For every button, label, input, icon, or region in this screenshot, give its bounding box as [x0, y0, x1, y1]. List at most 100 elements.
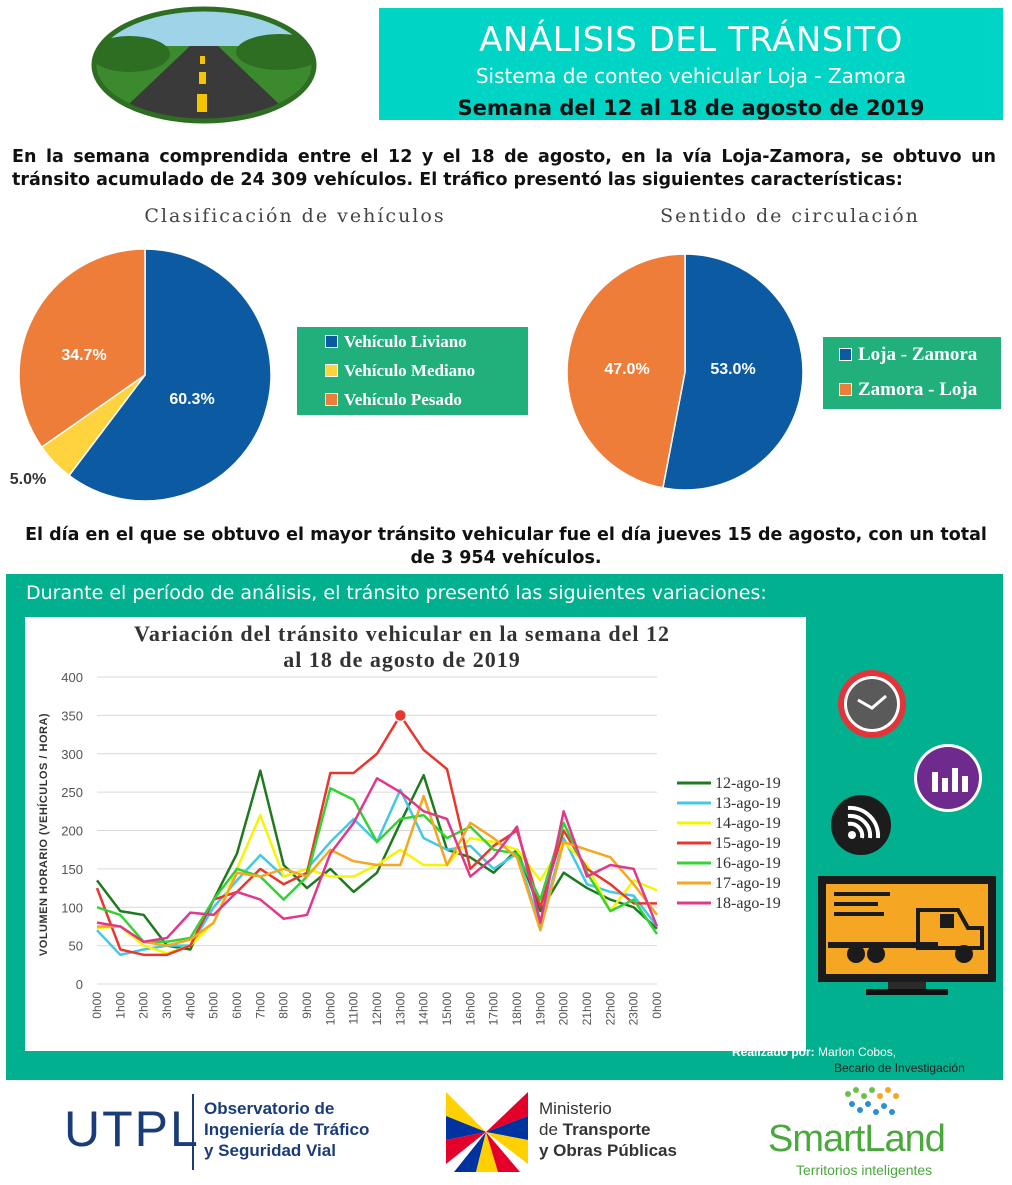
- x-tick-label: 23h00: [627, 992, 641, 1026]
- pie-chart-direction: 53.0% 47.0%: [566, 253, 804, 491]
- smartland-tagline: Territorios inteligentes: [796, 1162, 933, 1178]
- road-logo: [91, 6, 317, 124]
- page-subtitle: Sistema de conteo vehicular Loja - Zamor…: [475, 64, 907, 88]
- pie2-label-0: 53.0%: [710, 361, 755, 378]
- ministerio-logo-icon: [446, 1092, 528, 1172]
- x-tick-label: 16h00: [463, 992, 477, 1026]
- pie-chart-vehicle-class: 60.3% 5.0% 34.7%: [10, 248, 272, 502]
- series-line-18-ago-19: [96, 777, 659, 944]
- pie2-label-1: 47.0%: [604, 361, 649, 378]
- pie2-slice-0: [662, 253, 804, 491]
- legend-label: 15-ago-19: [715, 835, 781, 852]
- pie2-title: Sentido de circulación: [660, 205, 920, 227]
- y-tick-label: 50: [69, 939, 83, 954]
- legend-label: 18-ago-19: [715, 895, 781, 912]
- x-tick-label: 15h00: [440, 992, 454, 1026]
- x-tick-label: 18h00: [510, 992, 524, 1026]
- x-tick-label: 22h00: [603, 992, 617, 1026]
- line-chart-card: Variación del tránsito vehicular en la s…: [25, 617, 806, 1051]
- wifi-icon: [831, 795, 891, 855]
- pie1-slice-0: [67, 248, 272, 502]
- credit-name: Marlon Cobos,: [818, 1045, 897, 1059]
- y-tick-label: 150: [61, 862, 83, 877]
- utpl-divider: [192, 1094, 194, 1170]
- y-tick-label: 100: [61, 900, 83, 915]
- y-tick-label: 0: [76, 977, 83, 992]
- x-tick-label: 13h00: [393, 992, 407, 1026]
- pie2-legend-item: Zamora - Loja: [823, 372, 1001, 407]
- legend-label: 16-ago-19: [715, 855, 781, 872]
- legend-swatch: [839, 383, 852, 396]
- x-tick-label: 14h00: [417, 992, 431, 1026]
- legend-label: Vehículo Liviano: [344, 331, 467, 351]
- legend-swatch: [325, 335, 338, 348]
- y-tick-label: 200: [61, 824, 83, 839]
- x-tick-label: 1h00: [113, 992, 127, 1019]
- legend-label: Loja - Zamora: [858, 343, 978, 365]
- pie1-label-1: 5.0%: [10, 471, 46, 488]
- y-tick-label: 300: [61, 747, 83, 762]
- smartland-name: SmartLand: [768, 1118, 946, 1160]
- page-title: ANÁLISIS DEL TRÁNSITO: [479, 20, 903, 60]
- pie1-label-0: 60.3%: [169, 391, 214, 408]
- legend-swatch: [325, 393, 338, 406]
- week-label: Semana del 12 al 18 de agosto de 2019: [457, 96, 925, 120]
- legend-label: Vehículo Pesado: [344, 389, 462, 409]
- y-axis-label: VOLUMEN HORARIO (VEHÍCULOS / HORA): [37, 713, 50, 956]
- x-tick-label: 11h00: [347, 992, 361, 1025]
- observatorio-line-1: Observatorio de: [204, 1099, 335, 1118]
- series-line-15-ago-19: [95, 714, 657, 957]
- x-tick-label: 5h00: [207, 992, 221, 1019]
- ministerio-text: Ministerio de Transporte y Obras Pública…: [539, 1098, 677, 1161]
- x-tick-label: 6h00: [230, 992, 244, 1019]
- x-tick-label: 12h00: [370, 992, 384, 1026]
- observatorio-text: Observatorio de Ingeniería de Tráfico y …: [204, 1098, 369, 1161]
- ministerio-line-3: y Obras Públicas: [539, 1141, 677, 1160]
- x-tick-label: 10h00: [323, 992, 337, 1026]
- legend-swatch: [839, 348, 852, 361]
- pie1-legend-item: Vehículo Liviano: [297, 327, 528, 356]
- observatorio-line-3: y Seguridad Vial: [204, 1141, 336, 1160]
- series-line-12-ago-19: [96, 769, 658, 951]
- x-tick-label: 2h00: [137, 992, 151, 1019]
- ministerio-line-1: Ministerio: [539, 1099, 612, 1118]
- legend-label: 14-ago-19: [715, 815, 781, 832]
- x-tick-label: 0h00: [90, 992, 104, 1019]
- pie2-legend-item: Loja - Zamora: [823, 337, 1001, 372]
- x-tick-label: 17h00: [487, 992, 501, 1026]
- line-chart-title: Variación del tránsito vehicular en la s…: [134, 621, 670, 672]
- pie2-legend: Loja - Zamora Zamora - Loja: [823, 337, 1001, 409]
- pie1-legend-item: Vehículo Mediano: [297, 356, 528, 385]
- pie1-label-2: 34.7%: [61, 347, 106, 364]
- utpl-logo: UTPL: [64, 1101, 200, 1157]
- truck-monitor-icon: [818, 876, 996, 995]
- pie1-slice-2: [18, 248, 146, 449]
- credit-label: Realizado por:: [732, 1045, 815, 1059]
- legend-label: 13-ago-19: [715, 795, 781, 812]
- credit-role: Becario de Investigación: [834, 1061, 965, 1075]
- x-tick-label: 0h00: [650, 992, 664, 1019]
- pie1-title: Clasificación de vehículos: [144, 205, 446, 227]
- pie2-slice-1: [566, 253, 686, 489]
- credit-line: Realizado por: Marlon Cobos,: [732, 1045, 896, 1059]
- y-tick-label: 250: [61, 785, 83, 800]
- series-line-17-ago-19: [97, 794, 658, 947]
- observatorio-line-2: Ingeniería de Tráfico: [204, 1120, 370, 1139]
- x-tick-label: 8h00: [277, 992, 291, 1019]
- peak-day-paragraph: El día en el que se obtuvo el mayor trán…: [25, 525, 987, 568]
- x-tick-label: 3h00: [160, 992, 174, 1019]
- legend-label: Zamora - Loja: [858, 378, 978, 400]
- x-tick-label: 21h00: [580, 992, 594, 1026]
- y-tick-label: 400: [61, 670, 83, 685]
- x-tick-label: 19h00: [533, 992, 547, 1026]
- legend-swatch: [325, 364, 338, 377]
- variation-heading: Durante el período de análisis, el tráns…: [26, 582, 767, 604]
- legend-label: 17-ago-19: [715, 875, 781, 892]
- bar-chart-icon: [914, 744, 982, 812]
- legend-label: Vehículo Mediano: [344, 360, 476, 380]
- line-chart: Variación del tránsito vehicular en la s…: [37, 621, 781, 1026]
- intro-paragraph: En la semana comprendida entre el 12 y e…: [12, 147, 996, 190]
- pie1-legend: Vehículo Liviano Vehículo Mediano Vehículo…: [297, 327, 528, 415]
- legend-label: 12-ago-19: [715, 775, 781, 792]
- ministerio-line-2: de Transporte: [539, 1120, 651, 1139]
